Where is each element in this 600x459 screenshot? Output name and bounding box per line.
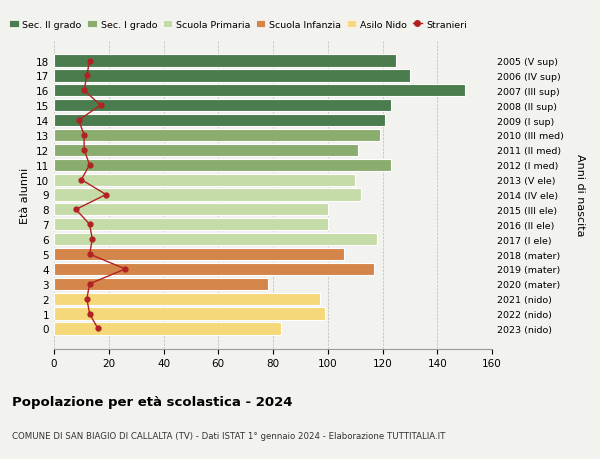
Bar — [54, 145, 358, 157]
Bar — [54, 159, 391, 172]
Bar — [54, 85, 464, 97]
Bar — [54, 174, 355, 186]
Text: Popolazione per età scolastica - 2024: Popolazione per età scolastica - 2024 — [12, 395, 293, 408]
Legend: Sec. II grado, Sec. I grado, Scuola Primaria, Scuola Infanzia, Asilo Nido, Stran: Sec. II grado, Sec. I grado, Scuola Prim… — [5, 17, 470, 34]
Bar — [54, 55, 396, 67]
Bar — [54, 323, 281, 335]
Bar — [54, 204, 328, 216]
Bar — [54, 293, 320, 305]
Bar — [54, 263, 374, 275]
Bar — [54, 189, 361, 201]
Bar — [54, 115, 385, 127]
Bar — [54, 248, 344, 261]
Text: COMUNE DI SAN BIAGIO DI CALLALTA (TV) - Dati ISTAT 1° gennaio 2024 - Elaborazion: COMUNE DI SAN BIAGIO DI CALLALTA (TV) - … — [12, 431, 445, 441]
Y-axis label: Anni di nascita: Anni di nascita — [575, 154, 585, 236]
Bar — [54, 129, 380, 142]
Bar — [54, 234, 377, 246]
Bar — [54, 100, 391, 112]
Bar — [54, 308, 325, 320]
Bar — [54, 218, 328, 231]
Bar — [54, 278, 268, 290]
Y-axis label: Età alunni: Età alunni — [20, 167, 31, 223]
Bar — [54, 70, 410, 82]
